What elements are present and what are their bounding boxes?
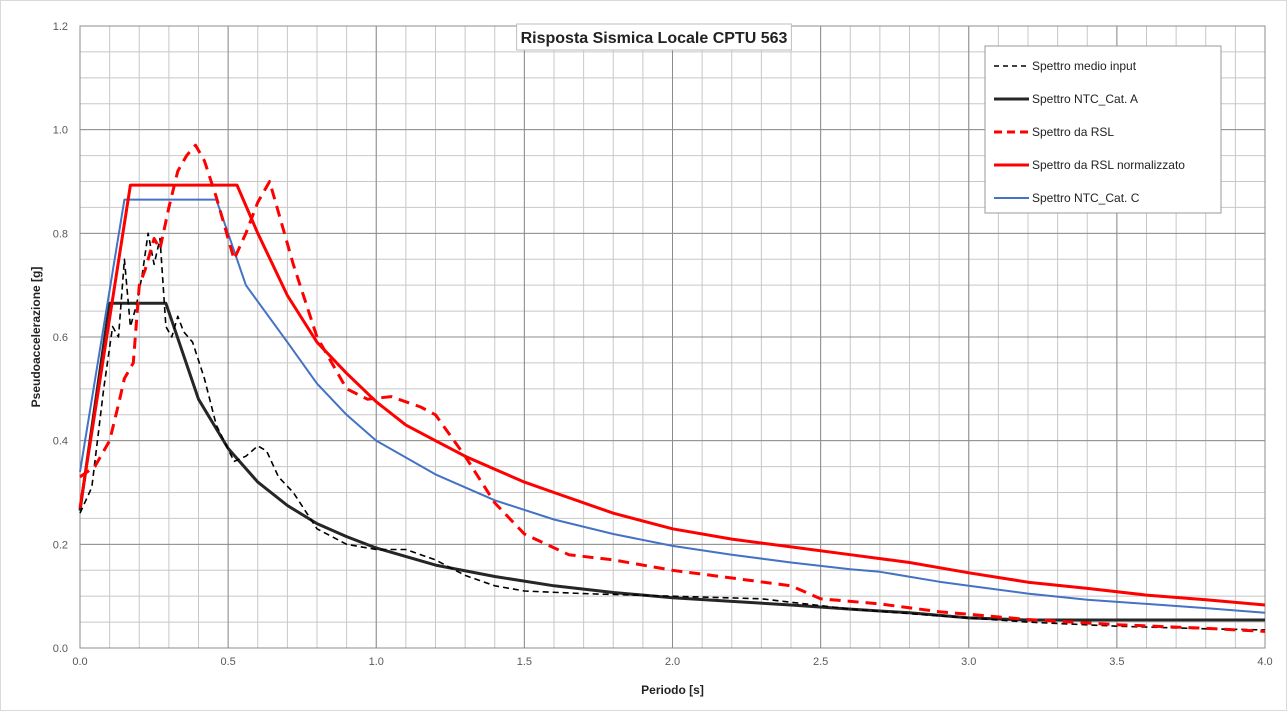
- series-layer: [78, 143, 1266, 633]
- y-tick-label: 1.0: [53, 125, 68, 137]
- series-line-1: [78, 301, 1265, 622]
- chart-title: Risposta Sismica Locale CPTU 563: [521, 30, 788, 47]
- x-tick-label: 2.5: [813, 656, 828, 668]
- y-tick-label: 0.8: [53, 228, 68, 240]
- x-tick-label: 1.5: [517, 656, 532, 668]
- legend-label: Spettro NTC_Cat. C: [1032, 191, 1140, 205]
- y-tick-label: 0.2: [53, 539, 68, 551]
- series-line-4: [79, 198, 1266, 614]
- x-tick-label: 4.0: [1257, 656, 1272, 668]
- x-tick-label: 2.0: [665, 656, 680, 668]
- legend-label: Spettro da RSL normalizzato: [1032, 158, 1185, 172]
- chart-title-box: Risposta Sismica Locale CPTU 563: [516, 23, 792, 51]
- legend-box: [984, 45, 1222, 214]
- y-tick-label: 0.4: [53, 436, 68, 448]
- x-tick-label: 3.5: [1109, 656, 1124, 668]
- x-axis-title: Periodo [s]: [641, 683, 704, 697]
- y-axis-title: Pseudoaccelerazione [g]: [29, 267, 43, 408]
- y-axis-ticks: 0.0 0.2 0.4 0.6 0.8 1.0 1.2: [53, 21, 68, 655]
- x-axis-ticks: 0.0 0.5 1.0 1.5 2.0 2.5 3.0 3.5 4.0: [72, 656, 1272, 668]
- legend: Spettro medio input Spettro NTC_Cat. A Spe…: [984, 45, 1222, 214]
- x-tick-label: 1.0: [369, 656, 384, 668]
- y-tick-label: 0.0: [53, 643, 68, 655]
- series-line-2: [79, 143, 1266, 633]
- x-tick-label: 3.0: [961, 656, 976, 668]
- x-tick-label: 0.0: [72, 656, 87, 668]
- legend-label: Spettro medio input: [1032, 59, 1137, 73]
- series-line-3: [78, 183, 1266, 607]
- x-tick-label: 0.5: [220, 656, 235, 668]
- series-line-0: [79, 232, 1266, 631]
- legend-label: Spettro da RSL: [1032, 125, 1114, 139]
- legend-label: Spettro NTC_Cat. A: [1032, 92, 1138, 106]
- grid-major: [79, 25, 1266, 649]
- y-tick-label: 0.6: [53, 332, 68, 344]
- y-tick-label: 1.2: [53, 21, 68, 33]
